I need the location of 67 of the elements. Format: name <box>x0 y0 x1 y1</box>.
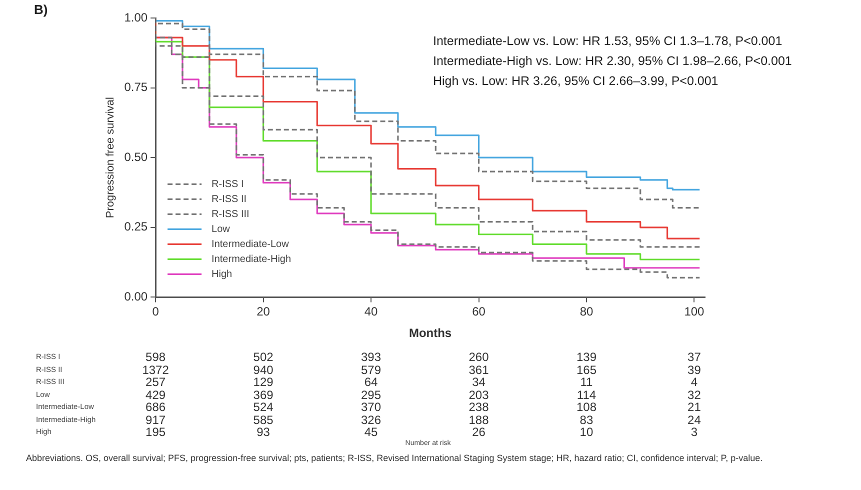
legend-label: R-ISS III <box>212 208 250 220</box>
text: 686 <box>144 400 167 414</box>
text: 129 <box>252 375 274 389</box>
text: 940 <box>252 362 274 376</box>
text: 260 <box>468 350 490 364</box>
annotation: High vs. Low: HR 3.26, 95% CI 2.66–3.99, P<0.001 <box>433 74 718 88</box>
x-tick-label: 100 <box>684 304 705 319</box>
text: 24 <box>686 412 702 426</box>
text: 257 <box>144 375 167 389</box>
y-tick-label: 1.00 <box>124 10 148 24</box>
text: 3 <box>690 425 699 439</box>
text: 917 <box>144 412 167 426</box>
legend-label: Low <box>212 224 231 235</box>
text: 32 <box>686 388 702 402</box>
text: 295 <box>360 388 382 402</box>
text: B) <box>34 2 48 17</box>
text: 11 <box>579 375 594 389</box>
text: 370 <box>360 400 382 414</box>
text: 326 <box>360 412 382 426</box>
text: 26 <box>471 425 486 439</box>
y-tick-label: 0.25 <box>124 220 148 234</box>
text: 429 <box>144 388 167 402</box>
text: 361 <box>468 362 490 376</box>
legend-label: Intermediate-Low <box>212 238 290 250</box>
text: 10 <box>578 425 594 439</box>
text: 64 <box>363 375 379 389</box>
text: 238 <box>468 400 490 414</box>
text: 34 <box>471 375 486 389</box>
text: 598 <box>144 350 167 364</box>
y-tick-label: 0.75 <box>124 80 148 94</box>
legend-label: R-ISS II <box>212 194 247 205</box>
legend-label: Intermediate-High <box>212 254 292 265</box>
text: 4 <box>690 375 699 389</box>
text: 369 <box>252 388 274 402</box>
text: 502 <box>252 350 274 364</box>
y-tick-label: 0.50 <box>124 150 148 164</box>
legend-label: R-ISS I <box>212 178 244 190</box>
text: 21 <box>686 400 702 414</box>
text: 45 <box>363 425 379 439</box>
text: 114 <box>576 388 598 402</box>
x-tick-label: 80 <box>580 304 594 319</box>
x-tick-label: 40 <box>364 304 378 319</box>
x-tick-label: 0 <box>152 304 160 319</box>
text: 393 <box>360 350 382 364</box>
text: Abbreviations. OS, overall survival; PFS, progression-free survival; pts, patients; R-ISS, Revised International Staging System stage; HR, hazard ratio; CI, confidence interval; P, p-value. <box>26 452 764 464</box>
text: 83 <box>578 412 594 426</box>
text: 1372 <box>141 362 170 376</box>
text: 195 <box>144 425 167 439</box>
text: 165 <box>575 362 598 376</box>
x-axis-title: Months <box>408 326 452 340</box>
text: 108 <box>575 400 598 414</box>
annotation: Intermediate-High vs. Low: HR 2.30, 95% CI 1.98–2.66, P<0.001 <box>433 54 792 68</box>
annotation: Intermediate-Low vs. Low: HR 1.53, 95% CI 1.3–1.78, P<0.001 <box>433 34 782 48</box>
text: 188 <box>468 412 490 426</box>
y-axis-title: Progression free survival <box>104 97 117 218</box>
text: 93 <box>256 425 271 439</box>
x-tick-label: 60 <box>472 304 486 319</box>
text: 37 <box>686 350 702 364</box>
text: 524 <box>252 400 274 414</box>
text: 39 <box>686 362 702 376</box>
y-tick-label: 0.00 <box>124 290 148 304</box>
text: 579 <box>360 362 382 376</box>
legend-label: High <box>212 268 232 280</box>
x-tick-label: 20 <box>256 304 270 319</box>
text: 139 <box>575 350 598 364</box>
text: 585 <box>252 412 274 426</box>
text: 203 <box>468 388 490 402</box>
